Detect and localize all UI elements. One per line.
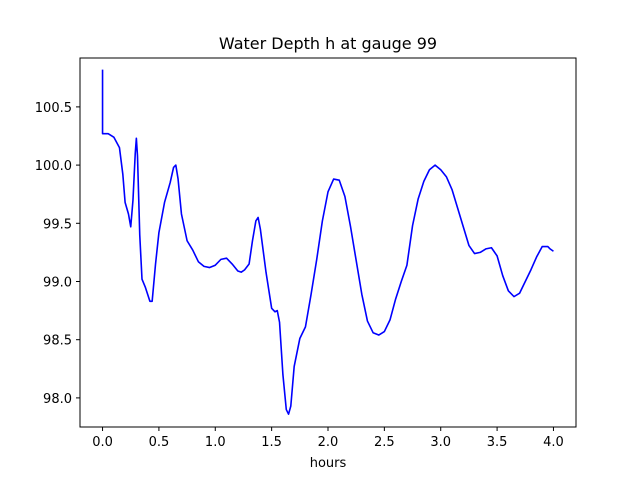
y-tick-label: 100.0 xyxy=(35,159,72,174)
x-tick-label: 3.5 xyxy=(487,435,508,450)
y-tick-label: 98.5 xyxy=(43,334,72,349)
x-axis-label: hours xyxy=(310,456,347,471)
y-tick-label: 98.0 xyxy=(43,392,72,407)
x-tick-label: 3.0 xyxy=(430,435,451,450)
x-tick-label: 0.5 xyxy=(149,435,170,450)
x-tick-label: 2.5 xyxy=(374,435,395,450)
y-tick-label: 99.0 xyxy=(43,275,72,290)
x-tick-label: 1.0 xyxy=(205,435,226,450)
x-tick-label: 0.0 xyxy=(92,435,113,450)
x-tick-label: 1.5 xyxy=(261,435,282,450)
x-tick-label: 4.0 xyxy=(543,435,564,450)
y-tick-label: 99.5 xyxy=(43,217,72,232)
y-tick-label: 100.5 xyxy=(35,101,72,116)
x-axis: 0.0 0.5 1.0 1.5 2.0 2.5 3.0 3.5 4.0 xyxy=(92,427,564,450)
y-axis: 98.0 98.5 99.0 99.5 100.0 100.5 xyxy=(35,101,80,407)
chart-title: Water Depth h at gauge 99 xyxy=(219,34,437,53)
x-tick-label: 2.0 xyxy=(318,435,339,450)
series-line xyxy=(101,69,554,415)
